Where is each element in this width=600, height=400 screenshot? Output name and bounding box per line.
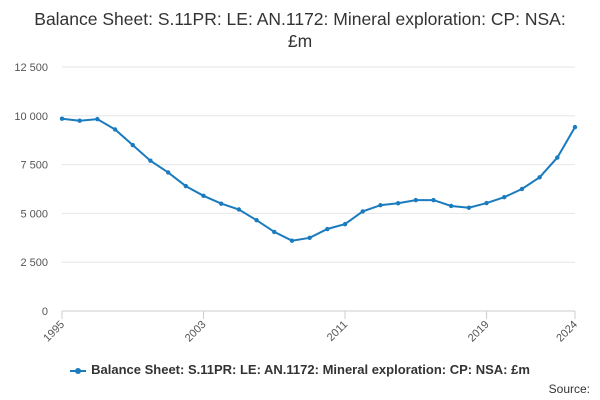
data-point[interactable]: [201, 193, 206, 199]
data-point[interactable]: [325, 226, 330, 232]
data-point[interactable]: [289, 238, 295, 243]
y-tick-label: 5 000: [20, 208, 48, 220]
data-point[interactable]: [307, 235, 312, 240]
gridlines: [62, 66, 575, 312]
x-tick-label: 1995: [41, 319, 67, 345]
x-axis-ticks: 1995 2003 2011 2019 2024: [41, 311, 580, 344]
data-point[interactable]: [360, 209, 365, 214]
series-points: [59, 116, 578, 243]
chart-title: Balance Sheet: S.11PR: LE: AN.1172: Mine…: [34, 9, 566, 51]
source-label: Source:: [548, 382, 590, 396]
series-line: [61, 117, 576, 242]
x-tick-label: 2003: [183, 319, 209, 345]
data-point[interactable]: [165, 170, 171, 175]
x-tick-label: 2011: [325, 319, 350, 344]
data-point[interactable]: [219, 201, 224, 206]
y-axis-ticks: 0 2 500 5 000 7 500 10 000 12 500: [14, 62, 48, 318]
data-point[interactable]: [555, 155, 560, 160]
legend-line-icon: [70, 367, 87, 374]
legend: Balance Sheet: S.11PR: LE: AN.1172: Mine…: [0, 362, 600, 377]
data-point[interactable]: [484, 200, 489, 206]
data-point[interactable]: [130, 142, 135, 148]
data-point[interactable]: [395, 201, 401, 206]
data-point[interactable]: [77, 118, 82, 123]
data-point[interactable]: [413, 197, 418, 203]
data-point[interactable]: [95, 116, 100, 122]
data-point[interactable]: [466, 205, 472, 210]
data-point[interactable]: [519, 186, 525, 192]
data-point[interactable]: [572, 124, 578, 130]
data-point[interactable]: [378, 203, 383, 208]
data-point[interactable]: [183, 183, 189, 189]
data-point[interactable]: [148, 158, 153, 163]
data-point[interactable]: [537, 175, 542, 180]
data-point[interactable]: [502, 194, 507, 200]
data-point[interactable]: [254, 218, 259, 223]
y-tick-label: 10 000: [14, 111, 48, 123]
data-point[interactable]: [342, 221, 348, 227]
y-tick-label: 7 500: [20, 160, 48, 172]
y-tick-label: 12 500: [14, 62, 48, 74]
x-tick-label: 2019: [466, 319, 492, 345]
x-tick-label: 2024: [554, 319, 580, 345]
data-point[interactable]: [236, 207, 242, 212]
y-tick-label: 0: [42, 306, 48, 318]
data-point[interactable]: [272, 229, 277, 235]
y-tick-label: 2 500: [20, 257, 48, 269]
data-point[interactable]: [431, 197, 436, 203]
data-point[interactable]: [59, 116, 65, 121]
data-point[interactable]: [448, 203, 454, 209]
legend-label: Balance Sheet: S.11PR: LE: AN.1172: Mine…: [91, 362, 530, 377]
data-point[interactable]: [112, 127, 118, 132]
